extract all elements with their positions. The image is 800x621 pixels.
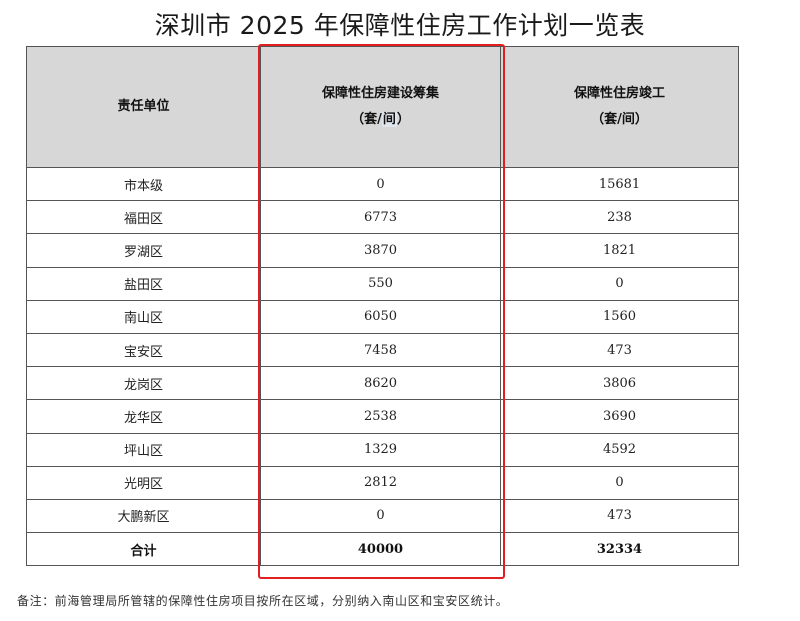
cell-completion: 15681 bbox=[500, 166, 739, 202]
cell-construction: 8620 bbox=[260, 366, 501, 401]
header-construction-unit-post: ） bbox=[396, 112, 410, 127]
header-construction: 保障性住房建设筹集 （套/间） bbox=[260, 46, 501, 168]
cell-unit: 光明区 bbox=[26, 465, 261, 500]
cell-construction: 0 bbox=[260, 166, 501, 202]
cell-completion: 473 bbox=[500, 332, 739, 368]
table-row: 龙华区 2538 3690 bbox=[26, 399, 739, 434]
cell-unit: 龙岗区 bbox=[26, 366, 261, 401]
cell-completion: 0 bbox=[500, 266, 739, 301]
table-row: 南山区 6050 1560 bbox=[26, 299, 739, 334]
cell-construction: 6773 bbox=[260, 200, 501, 235]
table-row: 龙岗区 8620 3806 bbox=[26, 366, 739, 401]
cell-unit: 大鹏新区 bbox=[26, 498, 261, 534]
cell-completion: 4592 bbox=[500, 432, 739, 467]
cell-construction: 1329 bbox=[260, 432, 501, 467]
header-construction-line2: （套/间） bbox=[261, 107, 500, 133]
cell-unit: 坪山区 bbox=[26, 432, 261, 467]
page-title: 深圳市 2025 年保障性住房工作计划一览表 bbox=[154, 11, 646, 40]
cell-completion: 473 bbox=[500, 498, 739, 534]
cell-completion: 1560 bbox=[500, 299, 739, 334]
cell-completion: 3690 bbox=[500, 399, 739, 434]
table-header-row: 责任单位 保障性住房建设筹集 （套/间） 保障性住房竣工 （套/间） bbox=[26, 46, 739, 168]
header-unit-label: 责任单位 bbox=[117, 99, 170, 114]
cell-unit: 盐田区 bbox=[26, 266, 261, 301]
header-construction-unit-selected: 间 bbox=[381, 112, 397, 127]
cell-completion: 238 bbox=[500, 200, 739, 235]
cell-unit: 龙华区 bbox=[26, 399, 261, 434]
header-completion: 保障性住房竣工 （套/间） bbox=[500, 46, 739, 168]
header-construction-unit-pre: （套/ bbox=[351, 112, 382, 127]
cell-completion: 0 bbox=[500, 465, 739, 500]
table-row: 福田区 6773 238 bbox=[26, 200, 739, 235]
cell-construction: 6050 bbox=[260, 299, 501, 334]
cell-unit: 福田区 bbox=[26, 200, 261, 235]
cell-unit: 南山区 bbox=[26, 299, 261, 334]
table-row: 市本级 0 15681 bbox=[26, 166, 739, 202]
header-construction-line1: 保障性住房建设筹集 bbox=[321, 86, 439, 101]
cell-construction: 0 bbox=[260, 498, 501, 534]
footnote: 备注：前海管理局所管辖的保障性住房项目按所在区域，分别纳入南山区和宝安区统计。 bbox=[17, 594, 509, 608]
cell-construction: 3870 bbox=[260, 233, 501, 268]
total-construction: 40000 bbox=[260, 532, 501, 567]
table-row: 盐田区 550 0 bbox=[26, 266, 739, 301]
cell-unit: 罗湖区 bbox=[26, 233, 261, 268]
table-row: 罗湖区 3870 1821 bbox=[26, 233, 739, 268]
housing-plan-table: 责任单位 保障性住房建设筹集 （套/间） 保障性住房竣工 （套/间） 市本级 0 1… bbox=[26, 46, 739, 567]
header-completion-line1: 保障性住房竣工 bbox=[573, 86, 665, 101]
cell-unit: 宝安区 bbox=[26, 332, 261, 368]
table-row: 宝安区 7458 473 bbox=[26, 332, 739, 368]
table-row: 大鹏新区 0 473 bbox=[26, 498, 739, 534]
cell-completion: 3806 bbox=[500, 366, 739, 401]
cell-construction: 2538 bbox=[260, 399, 501, 434]
cell-unit: 市本级 bbox=[26, 166, 261, 202]
table-total-row: 合计 40000 32334 bbox=[26, 532, 739, 567]
header-unit: 责任单位 bbox=[26, 46, 261, 168]
total-unit: 合计 bbox=[26, 532, 261, 567]
cell-construction: 550 bbox=[260, 266, 501, 301]
cell-construction: 2812 bbox=[260, 465, 501, 500]
table-row: 光明区 2812 0 bbox=[26, 465, 739, 500]
cell-completion: 1821 bbox=[500, 233, 739, 268]
cell-construction: 7458 bbox=[260, 332, 501, 368]
header-completion-line2: （套/间） bbox=[591, 112, 648, 127]
total-completion: 32334 bbox=[500, 532, 739, 567]
table-row: 坪山区 1329 4592 bbox=[26, 432, 739, 467]
